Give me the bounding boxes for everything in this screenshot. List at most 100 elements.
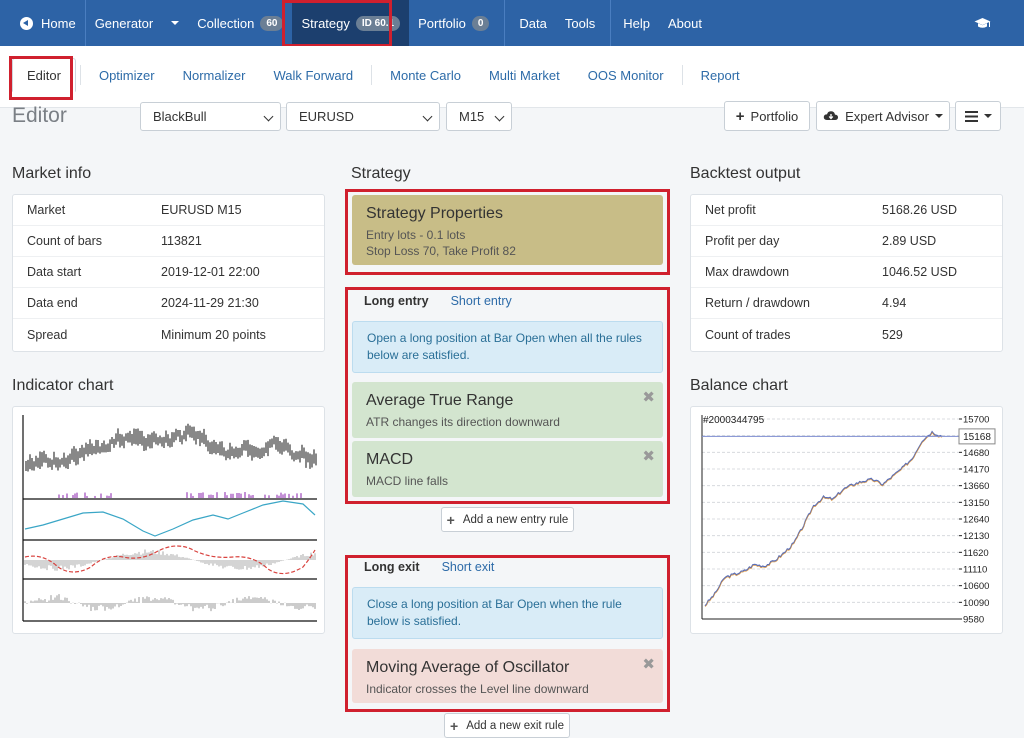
y-tick-label: 14680: [963, 448, 989, 459]
chevron-down-icon: [171, 21, 180, 25]
graduation-cap-icon[interactable]: [965, 0, 1000, 46]
market-info-row: Data start 2019-12-01 22:00: [13, 257, 324, 288]
balance-line-shadow: [704, 432, 943, 608]
y-tick-label: 10600: [963, 581, 989, 592]
entry-rule-name: MACD: [366, 451, 414, 468]
chevron-down-icon: [494, 111, 505, 122]
current-balance-label: 15168: [963, 432, 991, 443]
y-tick-label: 13150: [963, 498, 989, 509]
sub-navbar: Editor Optimizer Normalizer Walk Forward…: [0, 46, 1024, 108]
y-tick-label: 15700: [963, 415, 989, 426]
tab-short-exit[interactable]: Short exit: [441, 560, 495, 574]
expert-advisor-button[interactable]: Expert Advisor: [816, 101, 950, 131]
strategy-properties-title: Strategy Properties: [366, 205, 503, 222]
entry-rule-name: Average True Range: [366, 392, 514, 409]
backtest-row: Count of trades 529: [705, 327, 903, 342]
plus-icon: +: [450, 717, 459, 734]
entry-rule-card[interactable]: Average True Range ATR changes its direc…: [352, 382, 663, 438]
y-tick-label: 9580: [963, 615, 984, 626]
market-info-row: Data end 2024-11-29 21:30: [13, 288, 324, 319]
home-icon: [20, 16, 33, 30]
add-exit-rule-button[interactable]: + Add a new exit rule: [444, 713, 570, 738]
tab-walk-forward[interactable]: Walk Forward: [273, 67, 354, 83]
chevron-down-icon: [422, 111, 433, 122]
balance-chart-panel[interactable]: #2000344795 15700 14680 14170 13660 13150 126…: [690, 406, 1003, 634]
tab-editor[interactable]: Editor: [12, 58, 76, 92]
backtest-row: Return / drawdown 4.94: [691, 288, 1002, 319]
nav-home[interactable]: Home: [0, 0, 85, 46]
exit-rule-name: Moving Average of Oscillator: [366, 659, 570, 676]
entry-rule-desc: ATR changes its direction downward: [366, 415, 560, 429]
exit-info-box: Close a long position at Bar Open when t…: [352, 587, 663, 639]
y-tick-label: 11110: [963, 565, 987, 576]
entry-info-box: Open a long position at Bar Open when al…: [352, 321, 663, 373]
chevron-down-icon: [263, 111, 274, 122]
strategy-properties-lots: Entry lots - 0.1 lots: [366, 228, 466, 242]
broker-select[interactable]: BlackBull: [140, 102, 281, 131]
backtest-row: Profit per day 2.89 USD: [691, 226, 1002, 257]
market-info-row: Spread Minimum 20 points: [27, 327, 266, 342]
caret-down-icon: [983, 114, 992, 118]
balance-chart-title: Balance chart: [690, 377, 788, 394]
tab-monte-carlo[interactable]: Monte Carlo: [390, 67, 461, 83]
nav-portfolio[interactable]: Portfolio 0: [409, 0, 498, 46]
nav-strategy[interactable]: Strategy ID 60.1: [292, 0, 410, 46]
balance-line: [704, 430, 943, 607]
indicator-chart: [22, 415, 317, 622]
nav-about[interactable]: About: [667, 15, 702, 31]
period-select[interactable]: M15: [446, 102, 512, 131]
symbol-select[interactable]: EURUSD: [286, 102, 440, 131]
subnav-tabs: Editor Optimizer Normalizer Walk Forward…: [12, 58, 754, 92]
market-info-row: Count of bars 113821: [13, 226, 324, 257]
plus-icon: +: [735, 107, 745, 125]
indicator-chart-panel[interactable]: [12, 406, 325, 634]
entry-rule-card[interactable]: MACD MACD line falls ✖: [352, 441, 663, 497]
strategy-id-badge: ID 60.1: [355, 15, 401, 31]
add-to-portfolio-button[interactable]: + Portfolio: [724, 101, 810, 131]
y-tick-label: 12130: [963, 531, 989, 542]
balance-chart-label: #2000344795: [703, 415, 765, 426]
collection-count-badge: 60: [260, 15, 284, 31]
tab-optimizer[interactable]: Optimizer: [98, 67, 155, 83]
tab-long-entry[interactable]: Long entry: [364, 294, 429, 308]
exit-rule-card[interactable]: Moving Average of Oscillator Indicator c…: [352, 649, 663, 703]
remove-rule-icon[interactable]: ✖: [642, 448, 655, 465]
tab-oos-monitor[interactable]: OOS Monitor: [587, 67, 664, 83]
page-title: Editor: [12, 104, 67, 127]
caret-down-icon: [934, 114, 943, 118]
top-navbar: Home Generator Collection 60 Strategy ID…: [0, 0, 1024, 46]
nav-tools[interactable]: Tools: [564, 15, 596, 31]
entry-tabs: Long entry Short entry: [364, 294, 534, 308]
market-info-title: Market info: [12, 165, 92, 182]
backtest-row: Max drawdown 1046.52 USD: [691, 257, 1002, 288]
plus-icon: +: [446, 511, 455, 528]
tab-short-entry[interactable]: Short entry: [450, 294, 512, 308]
backtest-title: Backtest output: [690, 165, 801, 182]
nav-collection[interactable]: Collection 60: [188, 0, 292, 46]
add-entry-rule-button[interactable]: + Add a new entry rule: [441, 507, 574, 532]
remove-rule-icon[interactable]: ✖: [642, 656, 655, 673]
current-balance-box: [958, 428, 996, 445]
tab-normalizer[interactable]: Normalizer: [182, 67, 246, 83]
nav-data[interactable]: Data: [519, 15, 547, 31]
portfolio-count-badge: 0: [471, 15, 490, 31]
tab-long-exit[interactable]: Long exit: [364, 560, 420, 574]
entry-rule-desc: MACD line falls: [366, 474, 449, 488]
exit-tabs: Long exit Short exit: [364, 560, 516, 574]
strategy-title: Strategy: [351, 165, 411, 182]
nav-help[interactable]: Help: [623, 15, 650, 31]
cloud-download-icon: [823, 111, 839, 120]
nav-generator[interactable]: Generator: [86, 0, 189, 46]
exit-rule-desc: Indicator crosses the Level line downwar…: [366, 682, 589, 696]
backtest-row: Net profit 5168.26 USD: [691, 195, 1002, 226]
tab-multi-market[interactable]: Multi Market: [488, 67, 560, 83]
y-tick-label: 11620: [963, 548, 989, 559]
y-tick-label: 14170: [963, 465, 989, 476]
balance-chart: #2000344795 15700 14680 14170 13660 13150 126…: [701, 415, 996, 626]
strategy-properties-card[interactable]: Strategy Properties Entry lots - 0.1 lot…: [352, 195, 663, 265]
remove-rule-icon[interactable]: ✖: [642, 389, 655, 406]
tab-report[interactable]: Report: [700, 67, 740, 83]
y-tick-label: 13660: [963, 481, 989, 492]
strategy-properties-stops: Stop Loss 70, Take Profit 82: [366, 244, 516, 258]
menu-button[interactable]: [955, 101, 1001, 131]
